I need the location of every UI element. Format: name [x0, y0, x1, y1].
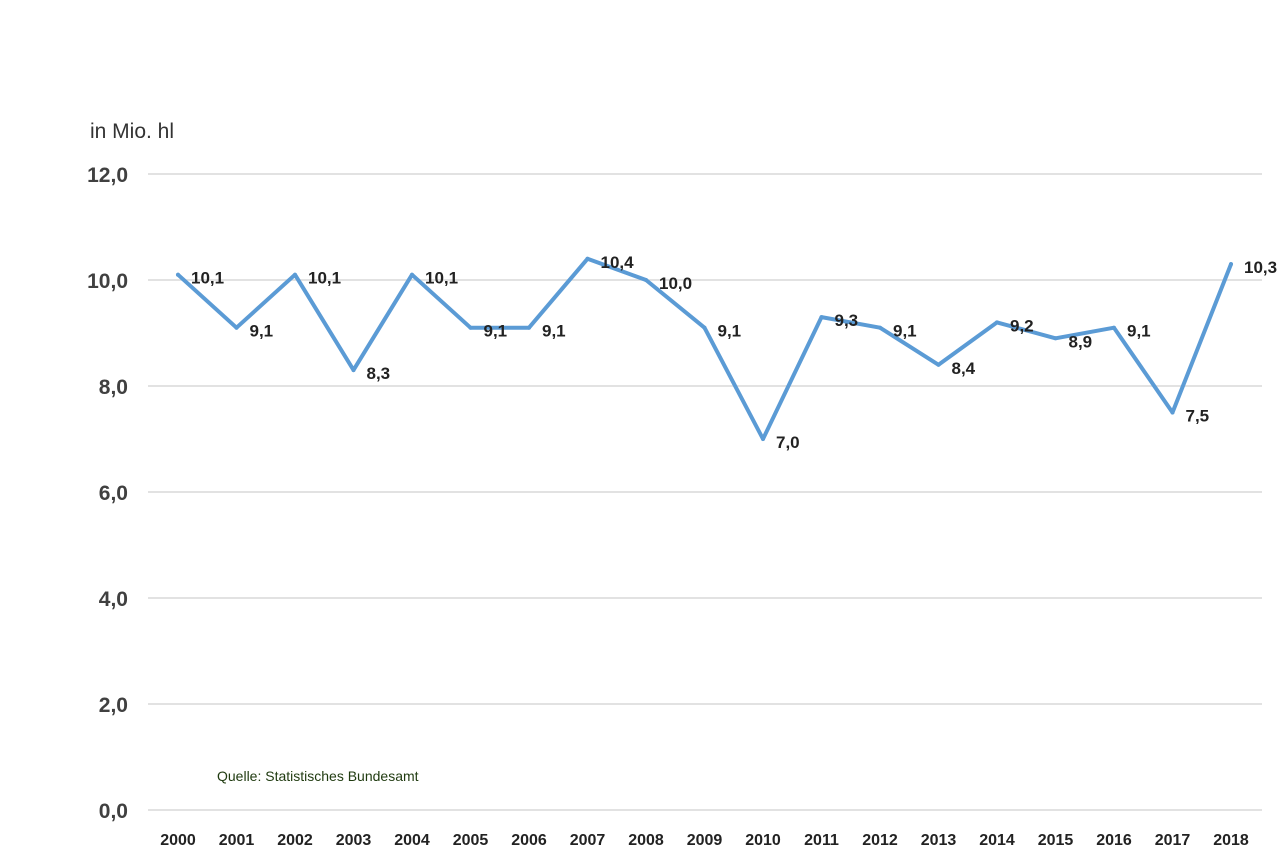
data-point — [819, 315, 824, 320]
y-tick-label: 2,0 — [99, 694, 128, 717]
x-tick-label: 2001 — [219, 832, 255, 849]
data-point — [468, 325, 473, 330]
x-axis-ticks: 2000 2001 2002 2003 2004 2005 2006 2007 2008 2009… — [160, 832, 1249, 849]
x-tick-label: 2016 — [1096, 832, 1132, 849]
data-label: 10,4 — [601, 253, 635, 272]
data-label: 10,0 — [659, 274, 692, 293]
x-tick-label: 2008 — [628, 832, 664, 849]
x-tick-label: 2017 — [1155, 832, 1191, 849]
data-point — [234, 325, 239, 330]
data-point — [351, 368, 356, 373]
data-point — [936, 362, 941, 367]
data-point — [761, 437, 765, 441]
x-tick-label: 2009 — [687, 832, 723, 849]
y-tick-label: 8,0 — [99, 376, 128, 399]
x-tick-label: 2010 — [745, 832, 781, 849]
y-tick-label: 0,0 — [99, 800, 128, 823]
data-point — [1229, 262, 1233, 267]
x-tick-label: 2006 — [511, 832, 547, 849]
data-point — [585, 256, 590, 261]
data-point — [410, 272, 414, 277]
data-label: 10,1 — [425, 269, 458, 288]
data-label: 9,1 — [893, 322, 917, 341]
x-tick-label: 2007 — [570, 832, 606, 849]
data-label: 10,1 — [191, 269, 224, 288]
source-note: Quelle: Statistisches Bundesamt — [217, 768, 419, 784]
data-point — [527, 325, 531, 330]
y-axis-ticks: 0,0 2,0 4,0 6,0 8,0 10,0 12,0 — [87, 164, 128, 823]
y-tick-label: 12,0 — [87, 164, 128, 187]
data-label: 9,1 — [484, 322, 508, 341]
series-layer — [176, 256, 1233, 441]
data-point — [644, 278, 648, 282]
x-tick-label: 2015 — [1038, 832, 1074, 849]
data-point — [1170, 410, 1175, 415]
data-label: 8,4 — [952, 359, 976, 378]
data-label: 9,3 — [835, 311, 859, 330]
x-tick-label: 2003 — [336, 832, 372, 849]
x-tick-label: 2002 — [277, 832, 313, 849]
data-point — [293, 272, 297, 277]
x-tick-label: 2011 — [804, 832, 839, 849]
data-label: 9,1 — [250, 322, 274, 341]
x-tick-label: 2014 — [979, 832, 1015, 849]
data-label: 7,0 — [776, 433, 800, 452]
x-tick-label: 2005 — [453, 832, 489, 849]
data-point — [878, 325, 882, 330]
y-tick-label: 10,0 — [87, 270, 128, 293]
data-label: 7,5 — [1186, 407, 1210, 426]
y-tick-label: 4,0 — [99, 588, 128, 611]
data-label: 9,1 — [718, 322, 742, 341]
data-point — [176, 272, 180, 277]
data-label: 8,9 — [1069, 332, 1093, 351]
data-point — [702, 325, 707, 330]
data-label: 10,1 — [308, 269, 341, 288]
x-tick-label: 2018 — [1213, 832, 1249, 849]
data-label: 9,1 — [1127, 322, 1151, 341]
data-label: 9,1 — [542, 322, 566, 341]
x-tick-label: 2012 — [862, 832, 898, 849]
x-tick-label: 2013 — [921, 832, 957, 849]
data-labels: 10,1 9,1 10,1 8,3 10,1 9,1 9,1 10,4 10,0 9,1 7,0 9,… — [191, 253, 1277, 452]
data-point — [1053, 336, 1058, 341]
x-tick-label: 2004 — [394, 832, 430, 849]
data-point — [995, 320, 999, 325]
data-point — [1112, 325, 1116, 330]
y-tick-label: 6,0 — [99, 482, 128, 505]
y-axis-unit-label: in Mio. hl — [90, 120, 174, 143]
x-tick-label: 2000 — [160, 832, 196, 849]
data-label: 8,3 — [367, 364, 391, 383]
data-label: 9,2 — [1010, 316, 1034, 335]
data-label: 10,3 — [1244, 258, 1277, 277]
gridlines — [148, 173, 1262, 811]
